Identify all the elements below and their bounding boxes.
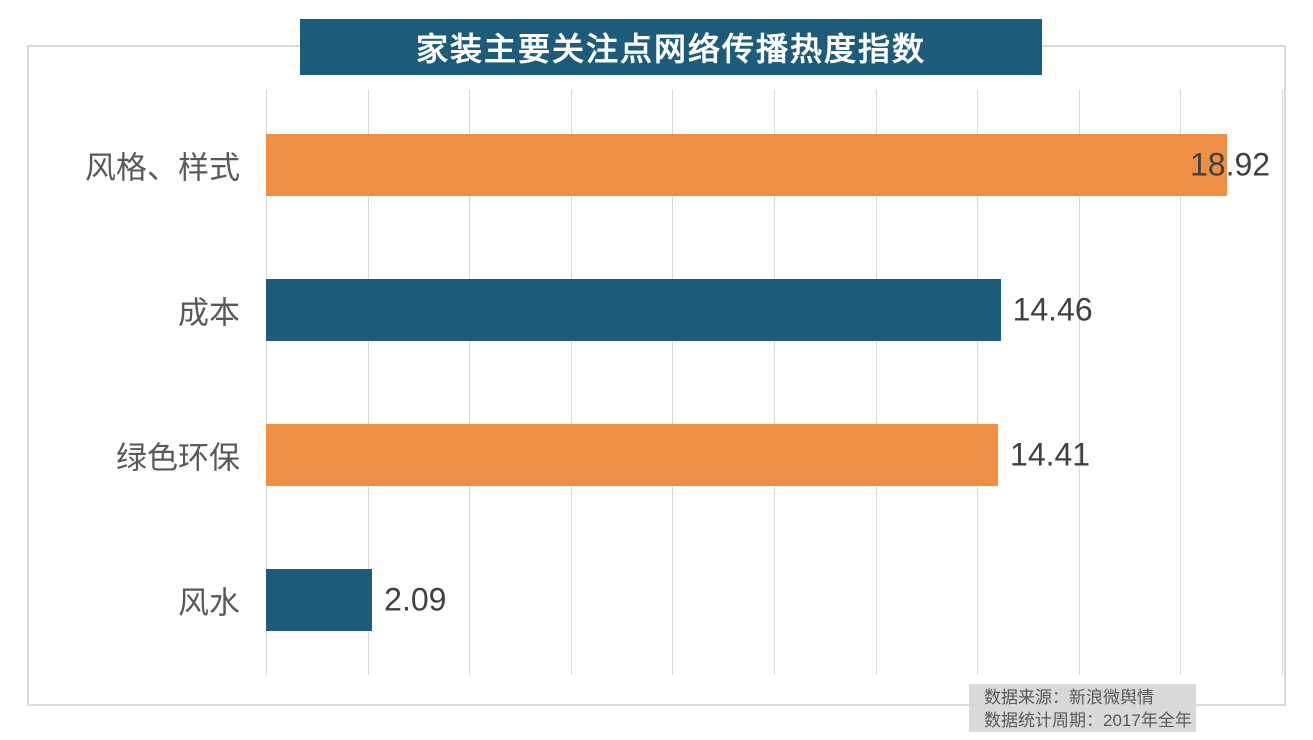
source-note: 数据来源：新浪微舆情 数据统计周期：2017年全年 [969,684,1196,732]
plot-area: 18.92 14.46 14.41 2.09 [266,90,1283,675]
value-label: 14.41 [1010,436,1091,473]
value-label: 18.92 [1190,146,1271,183]
chart-title: 家装主要关注点网络传播热度指数 [415,31,926,67]
gridline [570,90,572,675]
gridline [875,90,877,675]
gridline [266,90,267,675]
category-label: 风格、样式 [85,150,240,186]
source-note-line2: 数据统计周期：2017年全年 [984,711,1192,730]
category-label: 风水 [178,585,240,621]
gridline [469,90,471,675]
gridline [1078,90,1080,675]
source-note-line1: 数据来源：新浪微舆情 [984,688,1154,707]
bar [266,134,1228,196]
gridline [672,90,674,675]
gridline [1180,90,1182,675]
category-label: 绿色环保 [116,440,240,476]
value-label: 2.09 [384,581,447,618]
gridline [1282,90,1283,675]
bar [266,424,999,486]
gridline [367,90,369,675]
gridline [977,90,979,675]
category-label: 成本 [178,295,240,331]
bar [266,279,1001,341]
gridline [774,90,775,675]
bar [266,569,373,631]
value-label: 14.46 [1012,291,1093,328]
chart-title-banner: 家装主要关注点网络传播热度指数 [300,19,1042,75]
